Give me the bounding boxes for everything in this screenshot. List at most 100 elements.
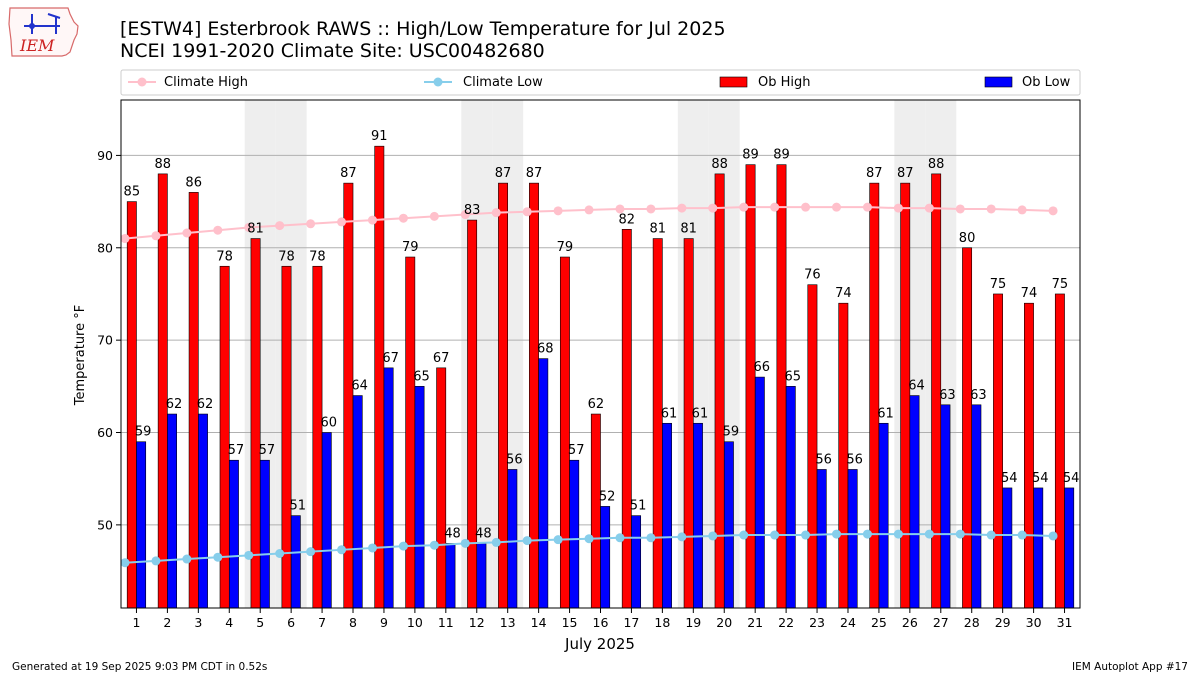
ob-high-bar-25 — [869, 182, 880, 609]
y-tick-label-80: 80 — [97, 240, 113, 255]
x-tick-label-29: 29 — [995, 615, 1011, 630]
ob-high-bar-2 — [157, 173, 168, 609]
ob-high-bar-6 — [281, 265, 292, 609]
ob-low-label-16: 52 — [599, 489, 616, 504]
climate-high-point-21 — [739, 202, 749, 212]
legend: Climate High Climate Low Ob High Ob Low — [120, 69, 1081, 96]
climate-high-point-18 — [646, 204, 656, 214]
ob-high-label-26: 87 — [897, 166, 914, 181]
legend-label-climate-low: Climate Low — [463, 75, 543, 90]
climate-high-point-31 — [1048, 206, 1058, 216]
climate-low-point-9 — [367, 543, 377, 553]
ob-high-label-5: 81 — [247, 222, 264, 237]
climate-high-point-3 — [182, 228, 192, 238]
climate-low-point-25 — [862, 529, 872, 539]
y-tick-label-60: 60 — [97, 425, 113, 440]
y-tick-label-50: 50 — [97, 517, 113, 532]
ob-high-label-31: 75 — [1052, 277, 1069, 292]
ob-high-bar-29 — [993, 293, 1003, 609]
ob-low-bar-24 — [847, 469, 858, 609]
ob-low-bar-2 — [167, 413, 177, 609]
x-tick-label-3: 3 — [194, 615, 202, 630]
ob-low-label-21: 66 — [754, 360, 771, 375]
ob-low-label-14: 68 — [537, 342, 554, 357]
ob-low-label-29: 54 — [1001, 471, 1018, 486]
climate-low-point-15 — [553, 535, 563, 545]
ob-low-label-27: 63 — [939, 388, 956, 403]
data-labels: 85 88 86 78 81 78 78 87 91 79 67 83 87 87 79 62 82 81 81 88… — [124, 129, 1080, 541]
x-tick-label-21: 21 — [747, 615, 763, 630]
climate-high-point-17 — [615, 204, 625, 214]
climate-low-point-4 — [213, 552, 223, 562]
ob-high-label-23: 76 — [804, 268, 821, 283]
climate-low-point-22 — [770, 530, 780, 540]
climate-low-point-8 — [337, 545, 347, 555]
climate-high-point-14 — [522, 207, 532, 217]
climate-low-point-29 — [986, 530, 996, 540]
ob-high-label-10: 79 — [402, 240, 419, 255]
ob-high-label-11: 67 — [433, 351, 450, 366]
ob-high-label-2: 88 — [154, 157, 171, 172]
climate-high-point-10 — [398, 213, 408, 223]
x-tick-label-23: 23 — [809, 615, 825, 630]
ob-low-label-26: 64 — [908, 379, 925, 394]
ob-low-bar-20 — [723, 441, 734, 609]
ob-high-label-28: 80 — [959, 231, 976, 246]
x-tick-label-28: 28 — [964, 615, 980, 630]
ob-low-label-3: 62 — [197, 397, 214, 412]
climate-low-point-14 — [522, 536, 532, 546]
legend-box — [120, 69, 1081, 96]
climate-low-point-31 — [1048, 531, 1058, 541]
climate-high-point-22 — [770, 202, 780, 212]
climate-low-point-13 — [491, 537, 501, 547]
ob-low-label-6: 51 — [290, 499, 307, 514]
ob-high-label-19: 81 — [680, 222, 697, 237]
climate-high-point-28 — [955, 204, 965, 214]
climate-low-point-12 — [460, 538, 470, 548]
climate-high-point-9 — [367, 215, 377, 225]
climate-high-point-19 — [677, 203, 687, 213]
ob-high-bar-8 — [343, 182, 354, 609]
x-tick-label-24: 24 — [840, 615, 856, 630]
legend-ob-low: Ob Low — [984, 75, 1071, 90]
ob-high-bar-28 — [962, 247, 973, 609]
climate-high-point-7 — [306, 219, 316, 229]
climate-low-point-5 — [244, 550, 254, 560]
climate-low-point-16 — [584, 534, 594, 544]
ob-low-label-22: 65 — [784, 369, 801, 384]
chart-subtitle: NCEI 1991-2020 Climate Site: USC00482680 — [120, 40, 545, 62]
ob-low-bar-7 — [321, 432, 332, 609]
ob-high-label-7: 78 — [309, 249, 326, 264]
climate-low-point-27 — [924, 529, 934, 539]
ob-low-label-12: 48 — [475, 526, 492, 541]
ob-low-bar-4 — [228, 459, 239, 609]
ob-low-label-20: 59 — [723, 425, 740, 440]
ob-low-label-4: 57 — [228, 443, 245, 458]
ob-low-bar-26 — [909, 395, 920, 609]
ob-low-label-19: 61 — [692, 406, 709, 421]
climate-low-point-30 — [1017, 530, 1027, 540]
ob-low-label-1: 59 — [135, 425, 152, 440]
climate-high-point-25 — [862, 202, 872, 212]
x-tick-label-6: 6 — [287, 615, 295, 630]
ob-low-bar-11 — [445, 543, 456, 609]
ob-low-bar-6 — [290, 515, 301, 609]
ob-low-label-11: 48 — [444, 526, 461, 541]
ob-high-label-29: 75 — [990, 277, 1007, 292]
legend-climate-high: Climate High — [128, 75, 248, 90]
legend-climate-low: Climate Low — [424, 75, 543, 90]
climate-low-point-21 — [739, 530, 749, 540]
ob-high-label-15: 79 — [557, 240, 574, 255]
ob-low-label-9: 67 — [382, 351, 399, 366]
ob-high-label-3: 86 — [185, 175, 202, 190]
climate-high-point-4 — [213, 225, 223, 235]
logo-text: IEM — [19, 36, 55, 55]
ob-low-label-13: 56 — [506, 452, 523, 467]
ob-high-label-25: 87 — [866, 166, 883, 181]
ob-low-bar-25 — [878, 422, 889, 609]
x-tick-label-12: 12 — [469, 615, 485, 630]
x-tick-label-31: 31 — [1057, 615, 1073, 630]
ob-low-label-5: 57 — [259, 443, 276, 458]
climate-low-point-17 — [615, 533, 625, 543]
climate-high-point-12 — [460, 210, 470, 220]
